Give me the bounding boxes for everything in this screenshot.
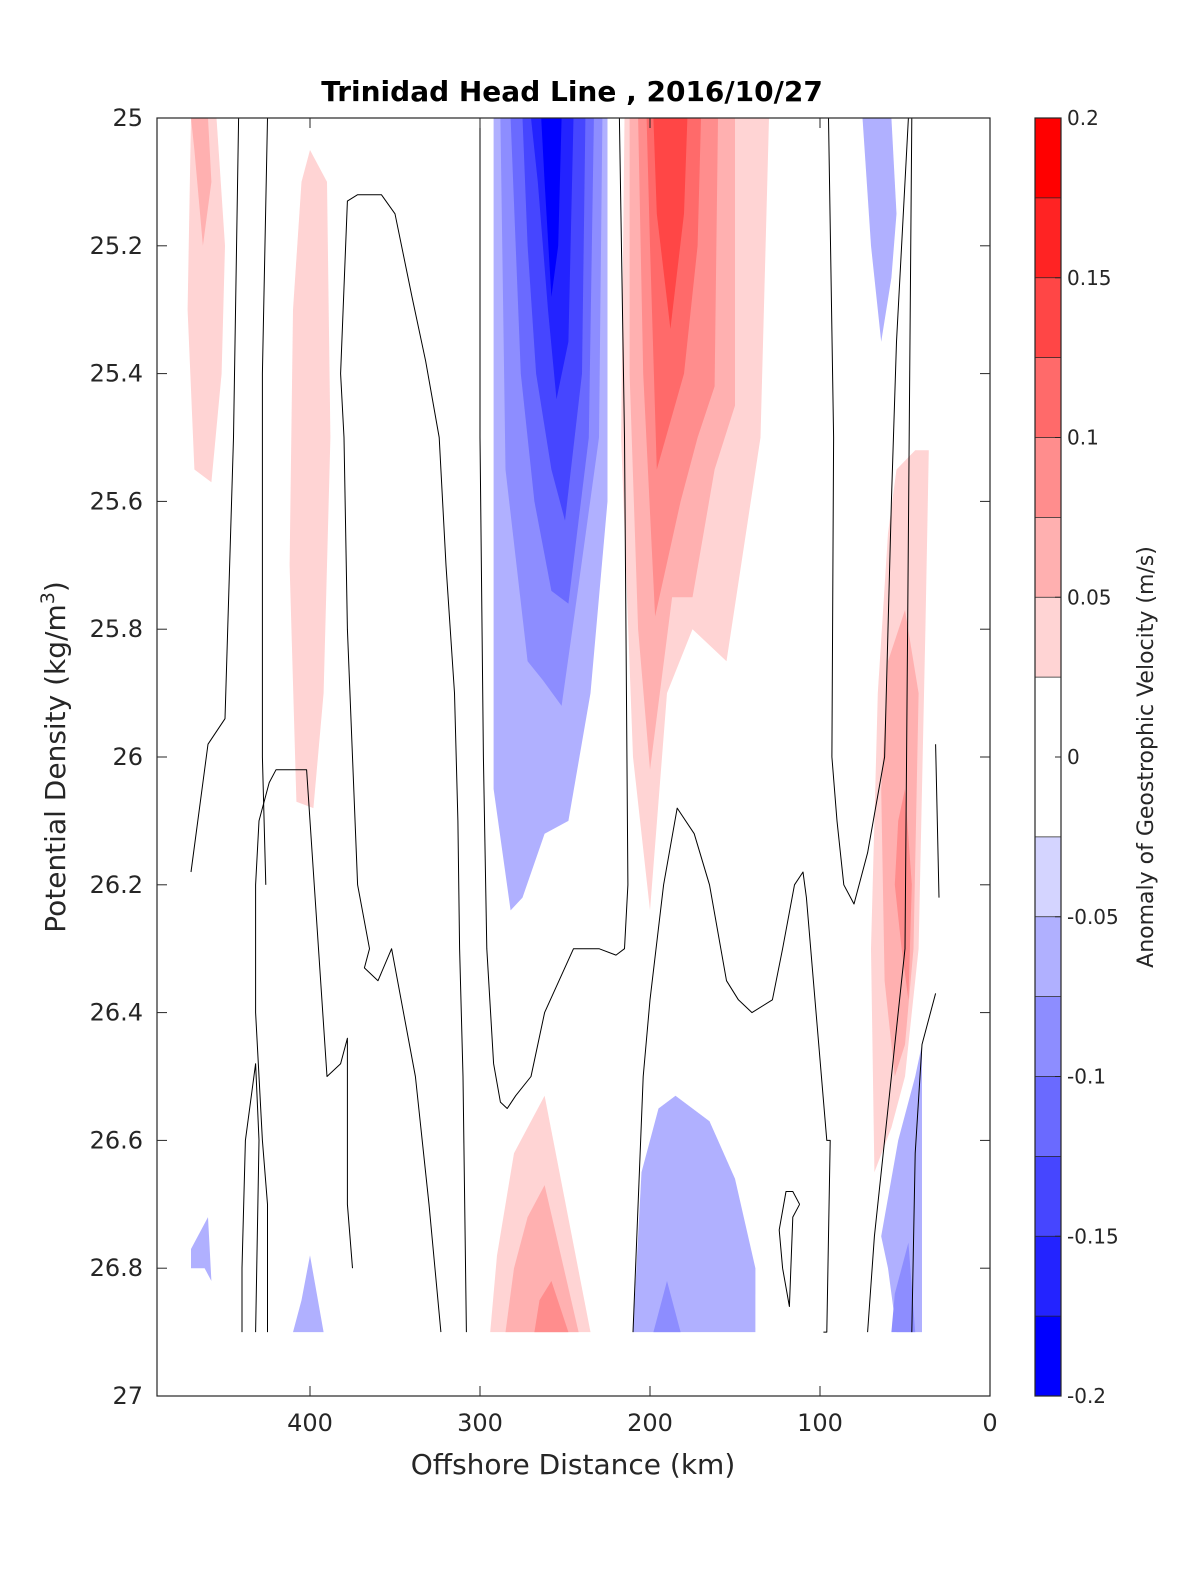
- colorbar-segment: [1035, 1076, 1061, 1157]
- colorbar-tick-label: 0: [1067, 745, 1080, 769]
- y-axis-label: Potential Density (kg/m3): [37, 581, 72, 933]
- colorbar-segment: [1035, 437, 1061, 518]
- colorbar-tick-label: -0.1: [1067, 1065, 1106, 1089]
- contour-fill-1: [191, 118, 212, 246]
- colorbar-label: Anomaly of Geostrophic Velocity (m/s): [1134, 546, 1159, 968]
- contour-fill-26: [891, 1242, 916, 1333]
- contour-fill-25: [881, 1044, 922, 1333]
- colorbar-tick-label: 0.2: [1067, 106, 1099, 130]
- x-axis-label: Offshore Distance (km): [411, 1448, 736, 1481]
- contour-fill-19: [505, 1185, 579, 1333]
- colorbar-tick-label: -0.05: [1067, 905, 1119, 929]
- colorbar-segment: [1035, 1156, 1061, 1237]
- y-tick-label: 26.2: [90, 871, 143, 899]
- y-tick-label: 25.6: [90, 487, 143, 515]
- y-tick-label: 26.6: [90, 1126, 143, 1154]
- y-tick-label: 26.8: [90, 1254, 143, 1282]
- zero-contour-line-35: [828, 117, 913, 1333]
- colorbar-segment: [1035, 277, 1061, 358]
- zero-contour-line-29: [255, 769, 353, 1333]
- colorbar: [1035, 118, 1061, 1396]
- chart-title: Trinidad Head Line , 2016/10/27: [321, 75, 823, 108]
- y-tick-label: 25.2: [90, 232, 143, 260]
- x-tick-label: 100: [797, 1409, 843, 1437]
- zero-contour-line-32: [479, 117, 629, 1109]
- contour-layer: [187, 117, 940, 1333]
- y-tick-label: 27: [112, 1382, 143, 1410]
- zero-contour-line-33: [632, 807, 831, 1333]
- colorbar-tick-label: -0.2: [1067, 1384, 1106, 1408]
- y-tick-label: 26.4: [90, 999, 143, 1027]
- contour-fill-22: [653, 1281, 681, 1333]
- x-axis-ticks: 400 300 200 100 0: [287, 118, 998, 1437]
- contour-fill-20: [534, 1281, 569, 1333]
- colorbar-segment: [1035, 118, 1061, 198]
- colorbar-tick-label: -0.15: [1067, 1224, 1119, 1248]
- x-tick-label: 400: [287, 1409, 333, 1437]
- colorbar-tick-label: 0.1: [1067, 426, 1099, 450]
- y-axis-label-main: Potential Density (kg/m: [39, 604, 72, 933]
- zero-contour-line-31: [340, 194, 467, 1333]
- colorbar-segment: [1035, 916, 1061, 997]
- zero-contour-line-37: [935, 744, 940, 898]
- x-tick-label: 0: [982, 1409, 997, 1437]
- contour-fill-2: [289, 150, 331, 809]
- colorbar-segment: [1035, 357, 1061, 438]
- y-tick-label: 25.4: [90, 360, 143, 388]
- colorbar-segment: [1035, 197, 1061, 278]
- x-tick-label: 200: [627, 1409, 673, 1437]
- contour-fill-24: [293, 1255, 324, 1333]
- zero-contour-line-34: [778, 1191, 801, 1307]
- colorbar-segment: [1035, 517, 1061, 598]
- colorbar-segment: [1035, 1316, 1061, 1396]
- colorbar-ticks: 0.2 0.15 0.1 0.05 0 -0.05 -0.1 -0.15 -0.2: [1055, 106, 1119, 1408]
- colorbar-segment: [1035, 836, 1061, 917]
- y-tick-label: 26: [112, 743, 143, 771]
- contour-fill-13: [653, 118, 688, 329]
- colorbar-segment: [1035, 597, 1061, 678]
- contour-fill-0: [187, 118, 225, 483]
- y-axis-label-tail: ): [39, 581, 72, 592]
- colorbar-tick-label: 0.15: [1067, 266, 1112, 290]
- contour-fill-17: [894, 789, 912, 1000]
- colorbar-segment: [1035, 996, 1061, 1077]
- y-axis-label-superscript: 3: [37, 592, 59, 604]
- zero-contour-line-28: [241, 1063, 260, 1333]
- contour-fill-21: [633, 1095, 756, 1333]
- contour-fill-8: [541, 118, 562, 297]
- colorbar-tick-label: 0.05: [1067, 585, 1112, 609]
- x-tick-label: 300: [457, 1409, 503, 1437]
- colorbar-segment: [1035, 1236, 1061, 1317]
- contour-fill-23: [191, 1217, 212, 1281]
- zero-contour-line-30: [261, 117, 268, 885]
- zero-contour-line-36: [911, 993, 937, 1333]
- y-axis-ticks: 25 25.2 25.4 25.6 25.8 26 26.2 26.4 26.6 26.8 27: [90, 104, 990, 1410]
- y-tick-label: 25: [112, 104, 143, 132]
- y-tick-label: 25.8: [90, 615, 143, 643]
- contour-fill-14: [862, 118, 897, 342]
